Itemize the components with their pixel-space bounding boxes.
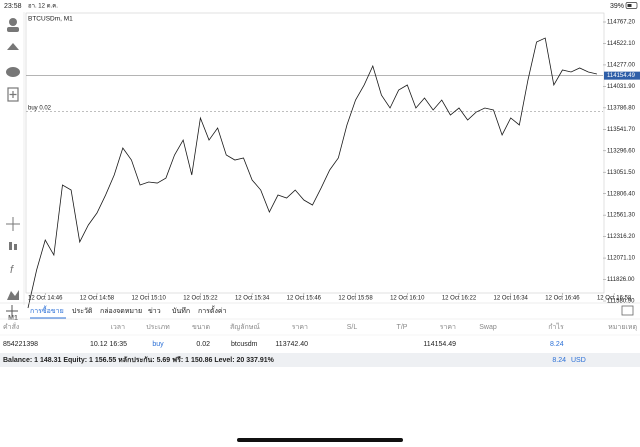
summary-profit: 8.24 [552, 357, 566, 364]
chat-icon[interactable] [6, 67, 20, 77]
indicator-icon[interactable] [9, 242, 12, 250]
tab[interactable]: ข่าว [148, 308, 161, 315]
summary-text: Balance: 1 148.31 Equity: 1 156.55 หลักป… [3, 356, 275, 364]
price-label-box [604, 71, 640, 80]
objects-icon[interactable] [7, 290, 19, 300]
function-icon[interactable]: f [10, 264, 14, 276]
status-date: อา. 12 ต.ค. [28, 4, 58, 10]
column-header: สัญลักษณ์ [230, 323, 260, 331]
x-tick-label: 12 Oct 16:46 [545, 296, 580, 302]
cell-time: 10.12 16:35 [90, 341, 127, 348]
y-tick-label: 114522.10 [607, 41, 636, 47]
y-tick-label: 111580.90 [607, 299, 635, 305]
tab[interactable]: การตั้งค่า [198, 304, 227, 315]
battery-fill [627, 4, 632, 7]
column-header: Swap [479, 324, 497, 331]
column-header: เวลา [110, 324, 125, 331]
layout-button[interactable] [621, 305, 634, 316]
indicator-icon-bar [14, 244, 17, 250]
y-tick-label: 113296.60 [607, 148, 636, 154]
plus-sign [9, 91, 17, 98]
column-header: ราคา [292, 324, 308, 331]
cell-type: buy [152, 341, 164, 348]
column-header: คำสั่ง [3, 322, 19, 331]
column-header: หมายเหตุ [608, 324, 637, 331]
add-button[interactable] [6, 305, 18, 317]
cell-symbol: btcusdm [231, 341, 258, 348]
y-tick-label: 112561.30 [607, 213, 636, 219]
y-tick-label: 114277.00 [607, 63, 636, 69]
x-tick-label: 12 Oct 16:22 [442, 296, 477, 302]
left-toolbar: f [6, 18, 20, 300]
column-header: T/P [397, 324, 408, 331]
x-tick-label: 12 Oct 16:34 [494, 296, 529, 302]
summary-currency: USD [571, 357, 586, 364]
buy-line-label: buy 0.02 [28, 105, 52, 111]
new-order-icon[interactable] [7, 87, 19, 102]
battery-icon [625, 2, 638, 9]
cell-order: 854221398 [3, 341, 38, 348]
tab[interactable]: กล่องจดหมาย [100, 308, 142, 315]
battery-level: 39% [610, 3, 624, 10]
account-icon-body [7, 27, 19, 32]
y-tick-label: 113786.80 [607, 105, 636, 111]
positions-table: คำสั่ง เวลา ประเภท ขนาด สัญลักษณ์ ราคา S/L T/P ร… [0, 322, 640, 348]
summary-row [0, 353, 640, 367]
column-header: ราคา [440, 324, 456, 331]
cell-size: 0.02 [196, 341, 210, 348]
x-tick-label: 12 Oct 15:58 [338, 296, 373, 302]
chart: 111580.90 111826.00 112071.10 112316.20 1125… [26, 20, 640, 309]
x-tick-label: 12 Oct 15:46 [287, 296, 322, 302]
y-tick-label: 113541.70 [607, 127, 636, 133]
y-tick-label: 114031.90 [607, 84, 636, 90]
y-tick-label: 112806.40 [607, 191, 636, 197]
y-tick-label: 112316.20 [607, 234, 636, 240]
x-tick-label: 12 Oct 14:46 [28, 296, 63, 302]
status-time: 23:58 [4, 3, 22, 10]
column-header: ขนาด [192, 324, 210, 331]
x-tick-label: 12 Oct 14:58 [80, 296, 115, 302]
tabs: การซื้อขาย ประวัติ กล่องจดหมาย ข่าว บันทึก กา… [30, 304, 227, 319]
cell-profit: 8.24 [550, 341, 564, 348]
tab[interactable]: บันทึก [172, 306, 190, 315]
y-tick-label: 111826.00 [607, 277, 635, 283]
tab[interactable]: ประวัติ [72, 307, 93, 315]
y-tick-label: 113051.50 [607, 170, 636, 176]
price-label: 114154.49 [607, 73, 636, 79]
timeframe-button[interactable]: M1 [8, 315, 18, 322]
column-header: กำไร [548, 322, 564, 331]
price-line-series [27, 37, 598, 309]
account-icon[interactable] [9, 18, 17, 26]
y-tick-label: 112071.10 [607, 256, 636, 262]
x-tick-label: 12 Oct 16:58 [597, 296, 632, 302]
x-tick-label: 12 Oct 15:22 [183, 296, 218, 302]
x-tick-label: 12 Oct 15:10 [132, 296, 167, 302]
x-tick-label: 12 Oct 15:34 [235, 296, 270, 302]
x-tick-label: 12 Oct 16:10 [390, 296, 425, 302]
home-indicator [237, 438, 403, 442]
tab[interactable]: การซื้อขาย [30, 304, 64, 315]
column-header: ประเภท [146, 324, 170, 331]
crosshair-icon[interactable] [6, 217, 20, 231]
cell-open-price: 113742.40 [275, 341, 308, 348]
column-header: S/L [347, 324, 358, 331]
chart-frame [25, 12, 605, 294]
y-tick-label: 114767.20 [607, 20, 636, 26]
cell-price: 114154.49 [423, 341, 456, 348]
trade-icon[interactable] [7, 43, 19, 50]
chart-title: BTCUSDm, M1 [28, 16, 73, 23]
